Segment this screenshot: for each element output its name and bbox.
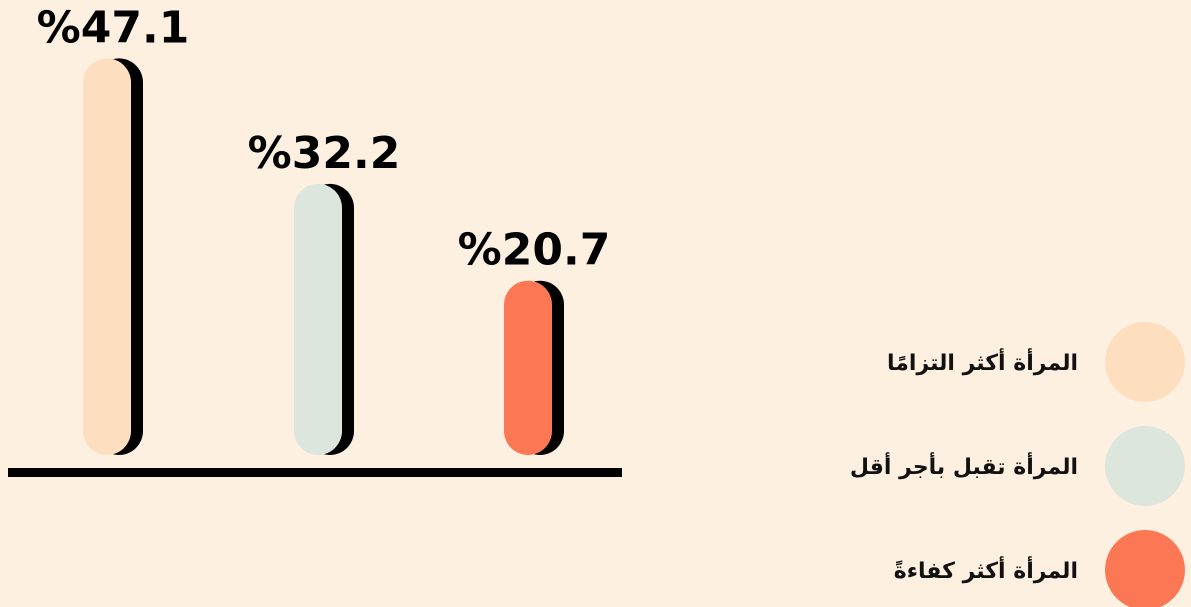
bar (504, 280, 552, 455)
legend-swatch (1105, 322, 1185, 402)
legend-label: المرأة أكثر التزامًا (887, 347, 1078, 376)
value-label: %20.7 (458, 225, 611, 276)
legend-swatch (1105, 426, 1185, 506)
bar (83, 58, 131, 455)
baseline (8, 468, 622, 477)
legend-label: المرأة أكثر كفاءةً (894, 555, 1078, 584)
bar (294, 183, 342, 455)
legend-swatch (1105, 530, 1185, 607)
value-label: %47.1 (37, 2, 190, 53)
value-label: %32.2 (248, 128, 401, 179)
legend-label: المرأة تقبل بأجر أقل (850, 451, 1078, 480)
